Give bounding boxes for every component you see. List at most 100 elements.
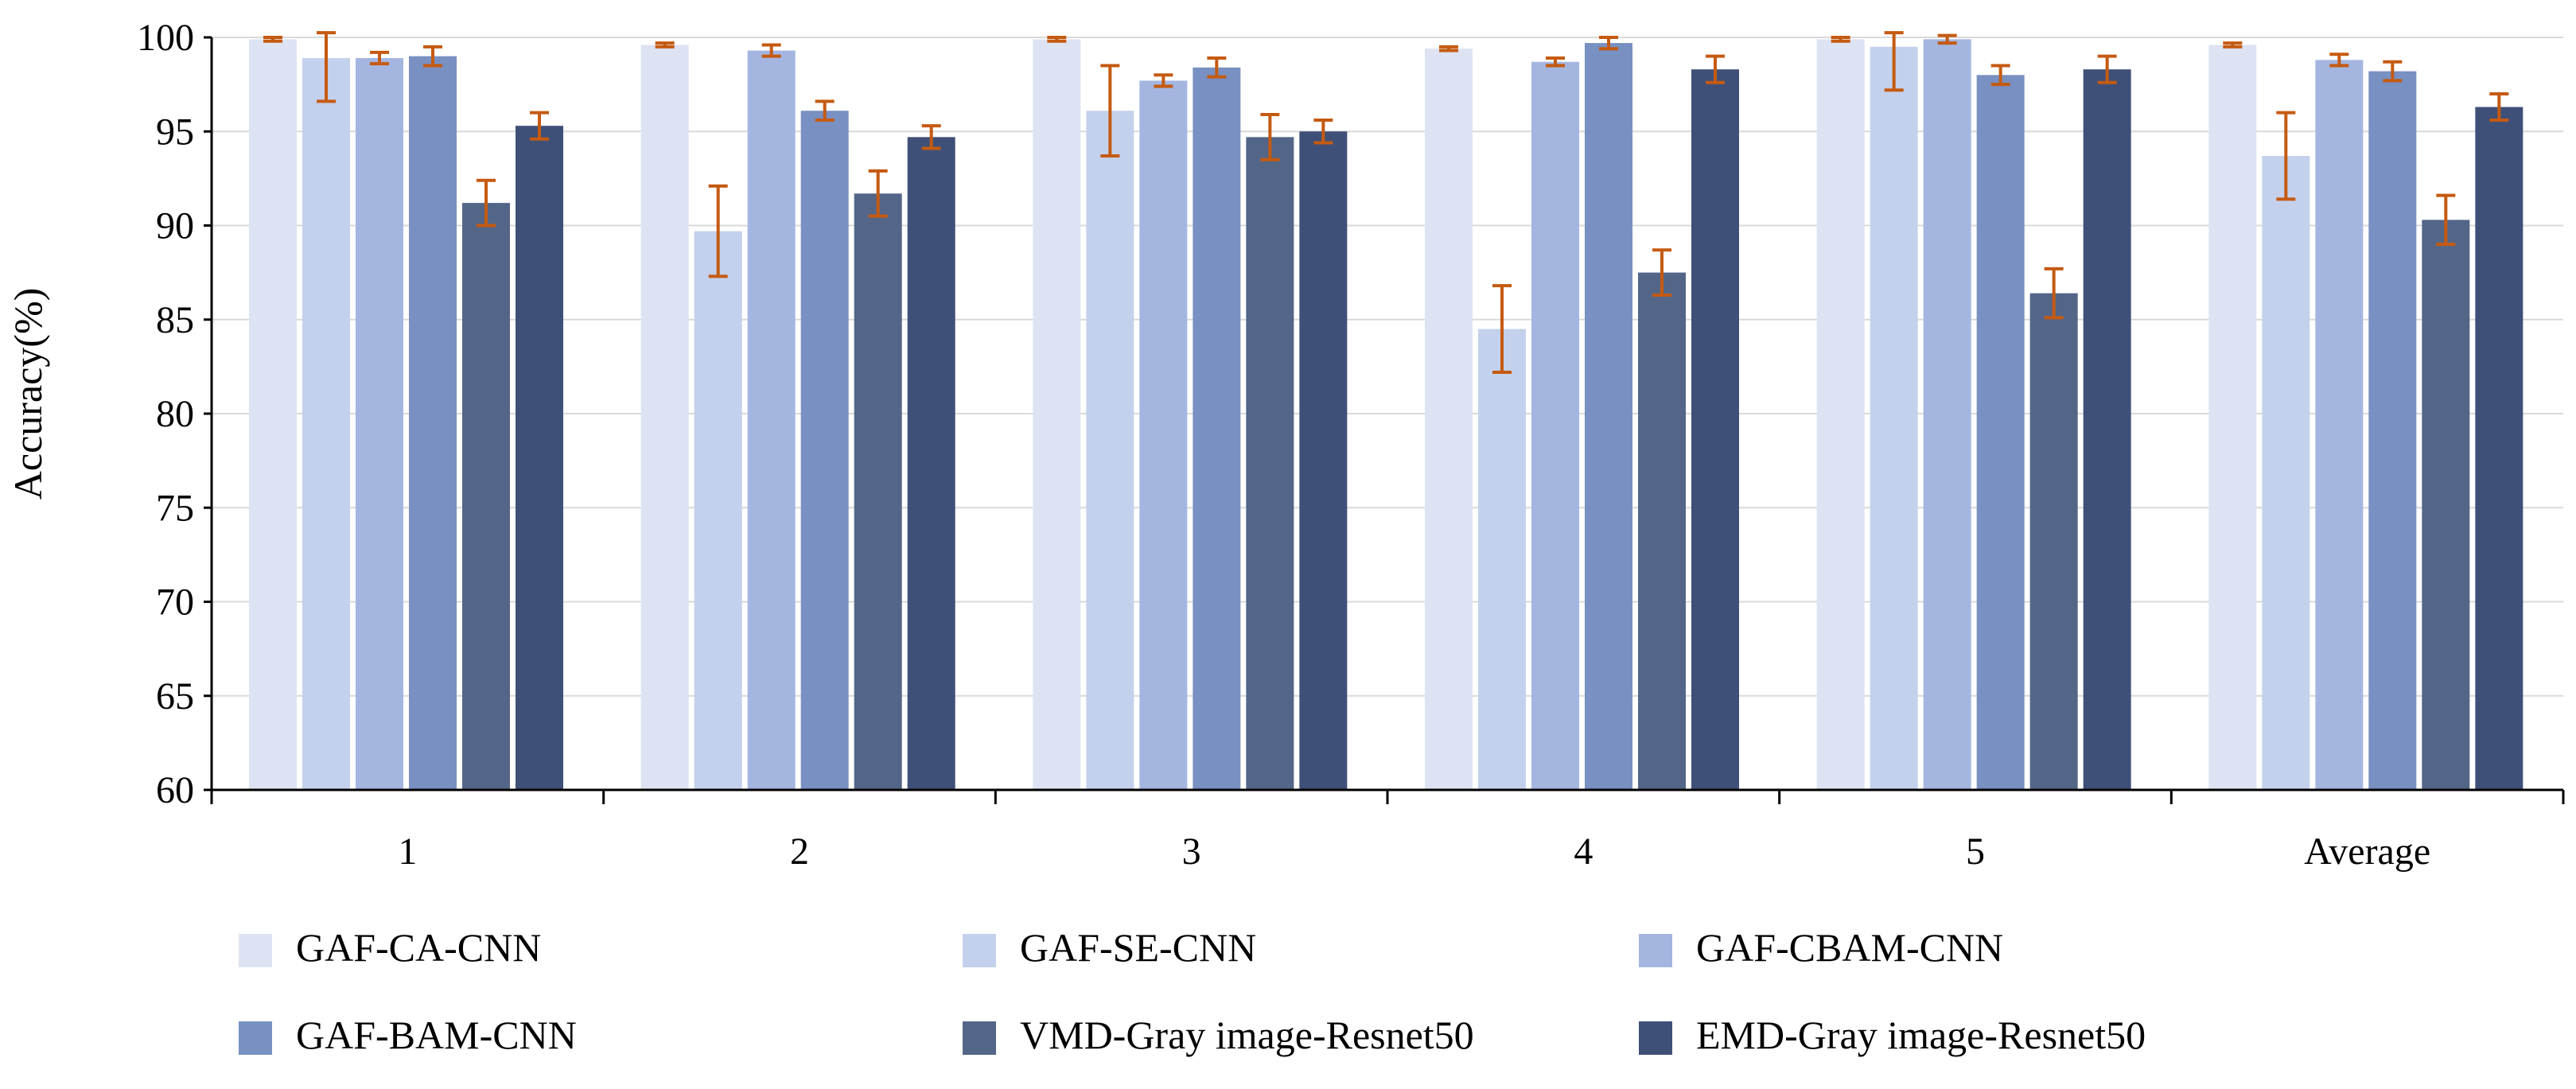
legend-label: VMD-Gray image-Resnet50 xyxy=(1020,1013,1474,1057)
error-bar xyxy=(921,124,941,150)
bar xyxy=(1870,46,1918,790)
error-bar xyxy=(2276,111,2296,201)
axes xyxy=(204,36,2565,804)
bar xyxy=(249,39,297,791)
bar xyxy=(1193,67,1241,791)
bar xyxy=(800,111,849,791)
bar xyxy=(1139,80,1188,790)
error-bar xyxy=(530,111,549,141)
error-bar xyxy=(1652,248,1671,298)
bar xyxy=(1976,75,2025,791)
tick-labels: 60 65 70 75 80 85 90 95 100 1 2 3 4 5 Average xyxy=(137,17,2430,873)
legend: GAF-CA-CNN GAF-SE-CNN GAF-CBAM-CNN GAF-BAM-… xyxy=(239,925,2146,1057)
bar xyxy=(516,126,563,790)
error-bar xyxy=(655,41,675,49)
y-tick-label: 60 xyxy=(156,769,194,811)
error-bar xyxy=(708,184,728,278)
y-axis-title: Accuracy(%) xyxy=(6,288,50,500)
error-bar xyxy=(1884,31,1904,92)
y-tick-label: 90 xyxy=(156,205,194,247)
bar xyxy=(356,58,403,790)
bar xyxy=(1923,39,1971,791)
error-bar xyxy=(1439,45,1458,53)
legend-swatch xyxy=(239,1021,272,1055)
error-bars xyxy=(263,31,2509,374)
bar xyxy=(694,231,742,791)
legend-swatch xyxy=(1639,934,1672,967)
gridlines xyxy=(212,37,2563,697)
bar xyxy=(2083,69,2131,790)
x-tick-label: 5 xyxy=(1966,830,1985,873)
legend-label: GAF-CA-CNN xyxy=(296,925,541,970)
bar xyxy=(2208,45,2257,790)
bar xyxy=(302,58,350,790)
legend-label: GAF-SE-CNN xyxy=(1020,925,1256,970)
bar xyxy=(462,203,510,790)
y-tick-label: 95 xyxy=(156,111,194,153)
x-tick-label: 2 xyxy=(790,830,809,873)
error-bar xyxy=(2489,91,2509,123)
bar xyxy=(1691,69,1739,790)
error-bar xyxy=(477,178,496,228)
error-bar xyxy=(2044,266,2064,320)
legend-swatch xyxy=(963,1021,996,1055)
bar xyxy=(1033,39,1081,791)
error-bar xyxy=(2436,193,2456,247)
error-bar xyxy=(2097,54,2117,84)
bar xyxy=(1086,111,1134,791)
bar xyxy=(2029,293,2078,790)
error-bar xyxy=(317,31,336,103)
error-bar xyxy=(1313,119,1333,145)
error-bar xyxy=(1937,33,1957,45)
bar xyxy=(2422,220,2470,790)
bar xyxy=(2368,71,2417,790)
error-bar xyxy=(1831,36,1850,43)
y-tick-label: 85 xyxy=(156,299,194,341)
error-bar xyxy=(1260,112,1280,161)
y-tick-label: 65 xyxy=(156,675,194,718)
x-tick-label: 4 xyxy=(1574,830,1593,873)
legend-swatch xyxy=(963,934,996,967)
error-bar xyxy=(868,169,888,218)
bar xyxy=(1478,329,1526,790)
bar xyxy=(409,56,457,790)
error-bar xyxy=(815,99,835,123)
error-bar xyxy=(1207,56,1227,79)
bar xyxy=(2262,155,2310,790)
bar xyxy=(907,137,955,791)
y-tick-label: 70 xyxy=(156,581,194,624)
bar xyxy=(1816,39,1865,791)
error-bar xyxy=(370,50,389,66)
error-bar xyxy=(2383,60,2403,83)
x-tick-label: Average xyxy=(2304,830,2430,873)
legend-label: EMD-Gray image-Resnet50 xyxy=(1696,1013,2146,1057)
bar xyxy=(1585,43,1632,791)
error-bar xyxy=(1599,36,1618,51)
x-tick-label: 3 xyxy=(1182,830,1201,873)
error-bar xyxy=(761,43,781,58)
error-bar xyxy=(2329,53,2349,68)
bar xyxy=(1299,131,1348,790)
error-bar xyxy=(1154,73,1173,88)
bar xyxy=(1425,49,1473,790)
error-bar xyxy=(1990,64,2010,87)
x-tick-label: 1 xyxy=(398,830,417,873)
y-tick-label: 100 xyxy=(137,17,194,59)
error-bar xyxy=(263,36,282,43)
error-bar xyxy=(423,45,442,68)
legend-label: GAF-CBAM-CNN xyxy=(1696,925,2003,970)
bar xyxy=(640,45,689,790)
bar xyxy=(1531,61,1579,791)
bar xyxy=(2475,107,2523,790)
bar xyxy=(1246,137,1294,791)
legend-swatch xyxy=(1639,1021,1672,1055)
legend-swatch xyxy=(239,934,272,967)
bar xyxy=(854,193,902,791)
error-bar xyxy=(2223,41,2243,49)
error-bar xyxy=(1047,36,1067,43)
bar xyxy=(2315,60,2364,790)
error-bar xyxy=(1492,284,1512,374)
bars xyxy=(249,39,2523,791)
